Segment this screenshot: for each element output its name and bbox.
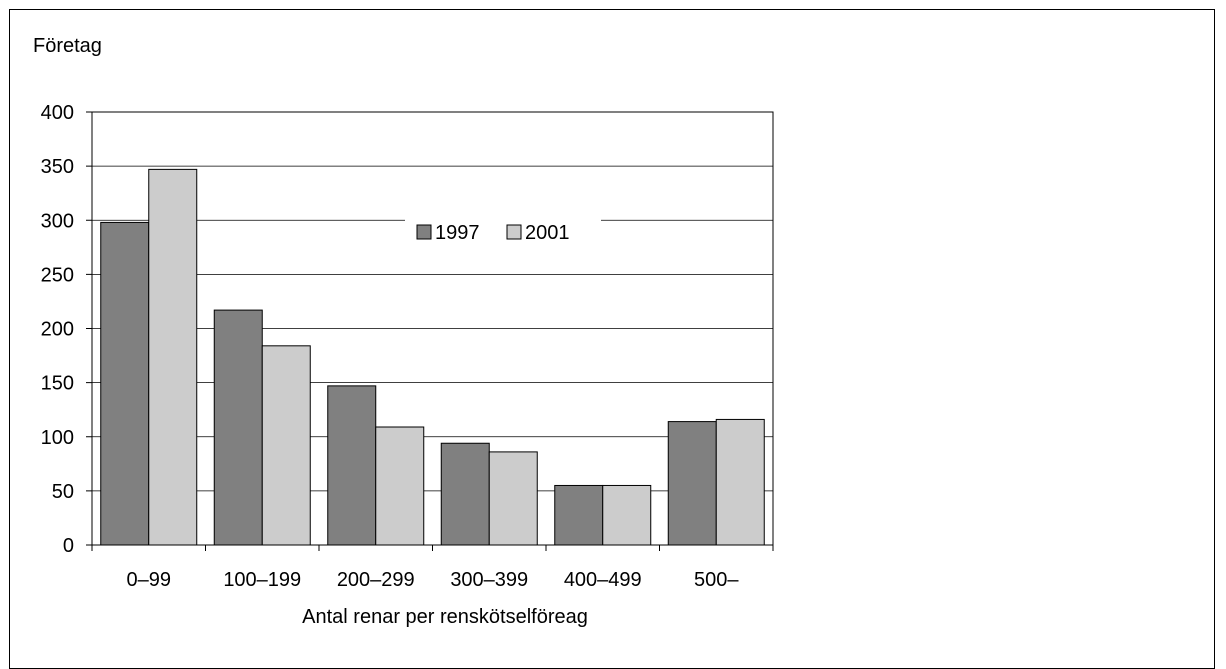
bar-1997-4	[554, 484, 604, 546]
bar-2001-1	[261, 345, 311, 546]
x-tick-labels: 0–99 100–199 200–299 300–399 400–499 500–	[127, 569, 740, 591]
legend: 1997 2001	[405, 214, 601, 248]
x-tick-label: 400–499	[564, 569, 642, 591]
x-tick-label: 100–199	[223, 569, 301, 591]
bar-1997-2	[327, 385, 377, 546]
chart-frame	[9, 9, 1215, 669]
bars	[100, 168, 765, 546]
x-tick-label: 0–99	[127, 569, 172, 591]
y-tick-label: 200	[41, 319, 74, 341]
axes	[86, 111, 774, 551]
x-tick-label: 500–	[694, 569, 739, 591]
x-tick-label: 200–299	[337, 569, 415, 591]
legend-swatch-2001	[506, 224, 522, 240]
bar-1997-0	[100, 221, 150, 546]
bar-2001-0	[148, 168, 198, 546]
y-tick-label: 50	[52, 481, 74, 503]
bar-2001-5	[715, 418, 765, 546]
legend-label-1997: 1997	[435, 222, 480, 244]
y-tick-label: 0	[63, 535, 74, 557]
bar-1997-1	[213, 309, 263, 546]
bar-2001-3	[488, 451, 538, 546]
y-tick-label: 100	[41, 427, 74, 449]
bar-2001-4	[602, 484, 652, 546]
y-tick-labels: 0 50 100 150 200 250 300 350 400	[41, 102, 74, 557]
y-axis-label: Företag	[33, 35, 102, 57]
legend-label-2001: 2001	[525, 222, 570, 244]
legend-swatch-1997	[416, 224, 432, 240]
y-tick-label: 150	[41, 373, 74, 395]
x-axis-label: Antal renar per renskötselföreag	[302, 606, 588, 628]
y-tick-label: 250	[41, 264, 74, 286]
y-tick-label: 300	[41, 210, 74, 232]
bar-1997-5	[667, 421, 717, 546]
bar-1997-3	[440, 442, 490, 546]
legend-box	[405, 214, 601, 248]
x-tick-label: 300–399	[450, 569, 528, 591]
bar-2001-2	[375, 426, 425, 546]
y-tick-label: 400	[41, 102, 74, 124]
y-tick-label: 350	[41, 156, 74, 178]
